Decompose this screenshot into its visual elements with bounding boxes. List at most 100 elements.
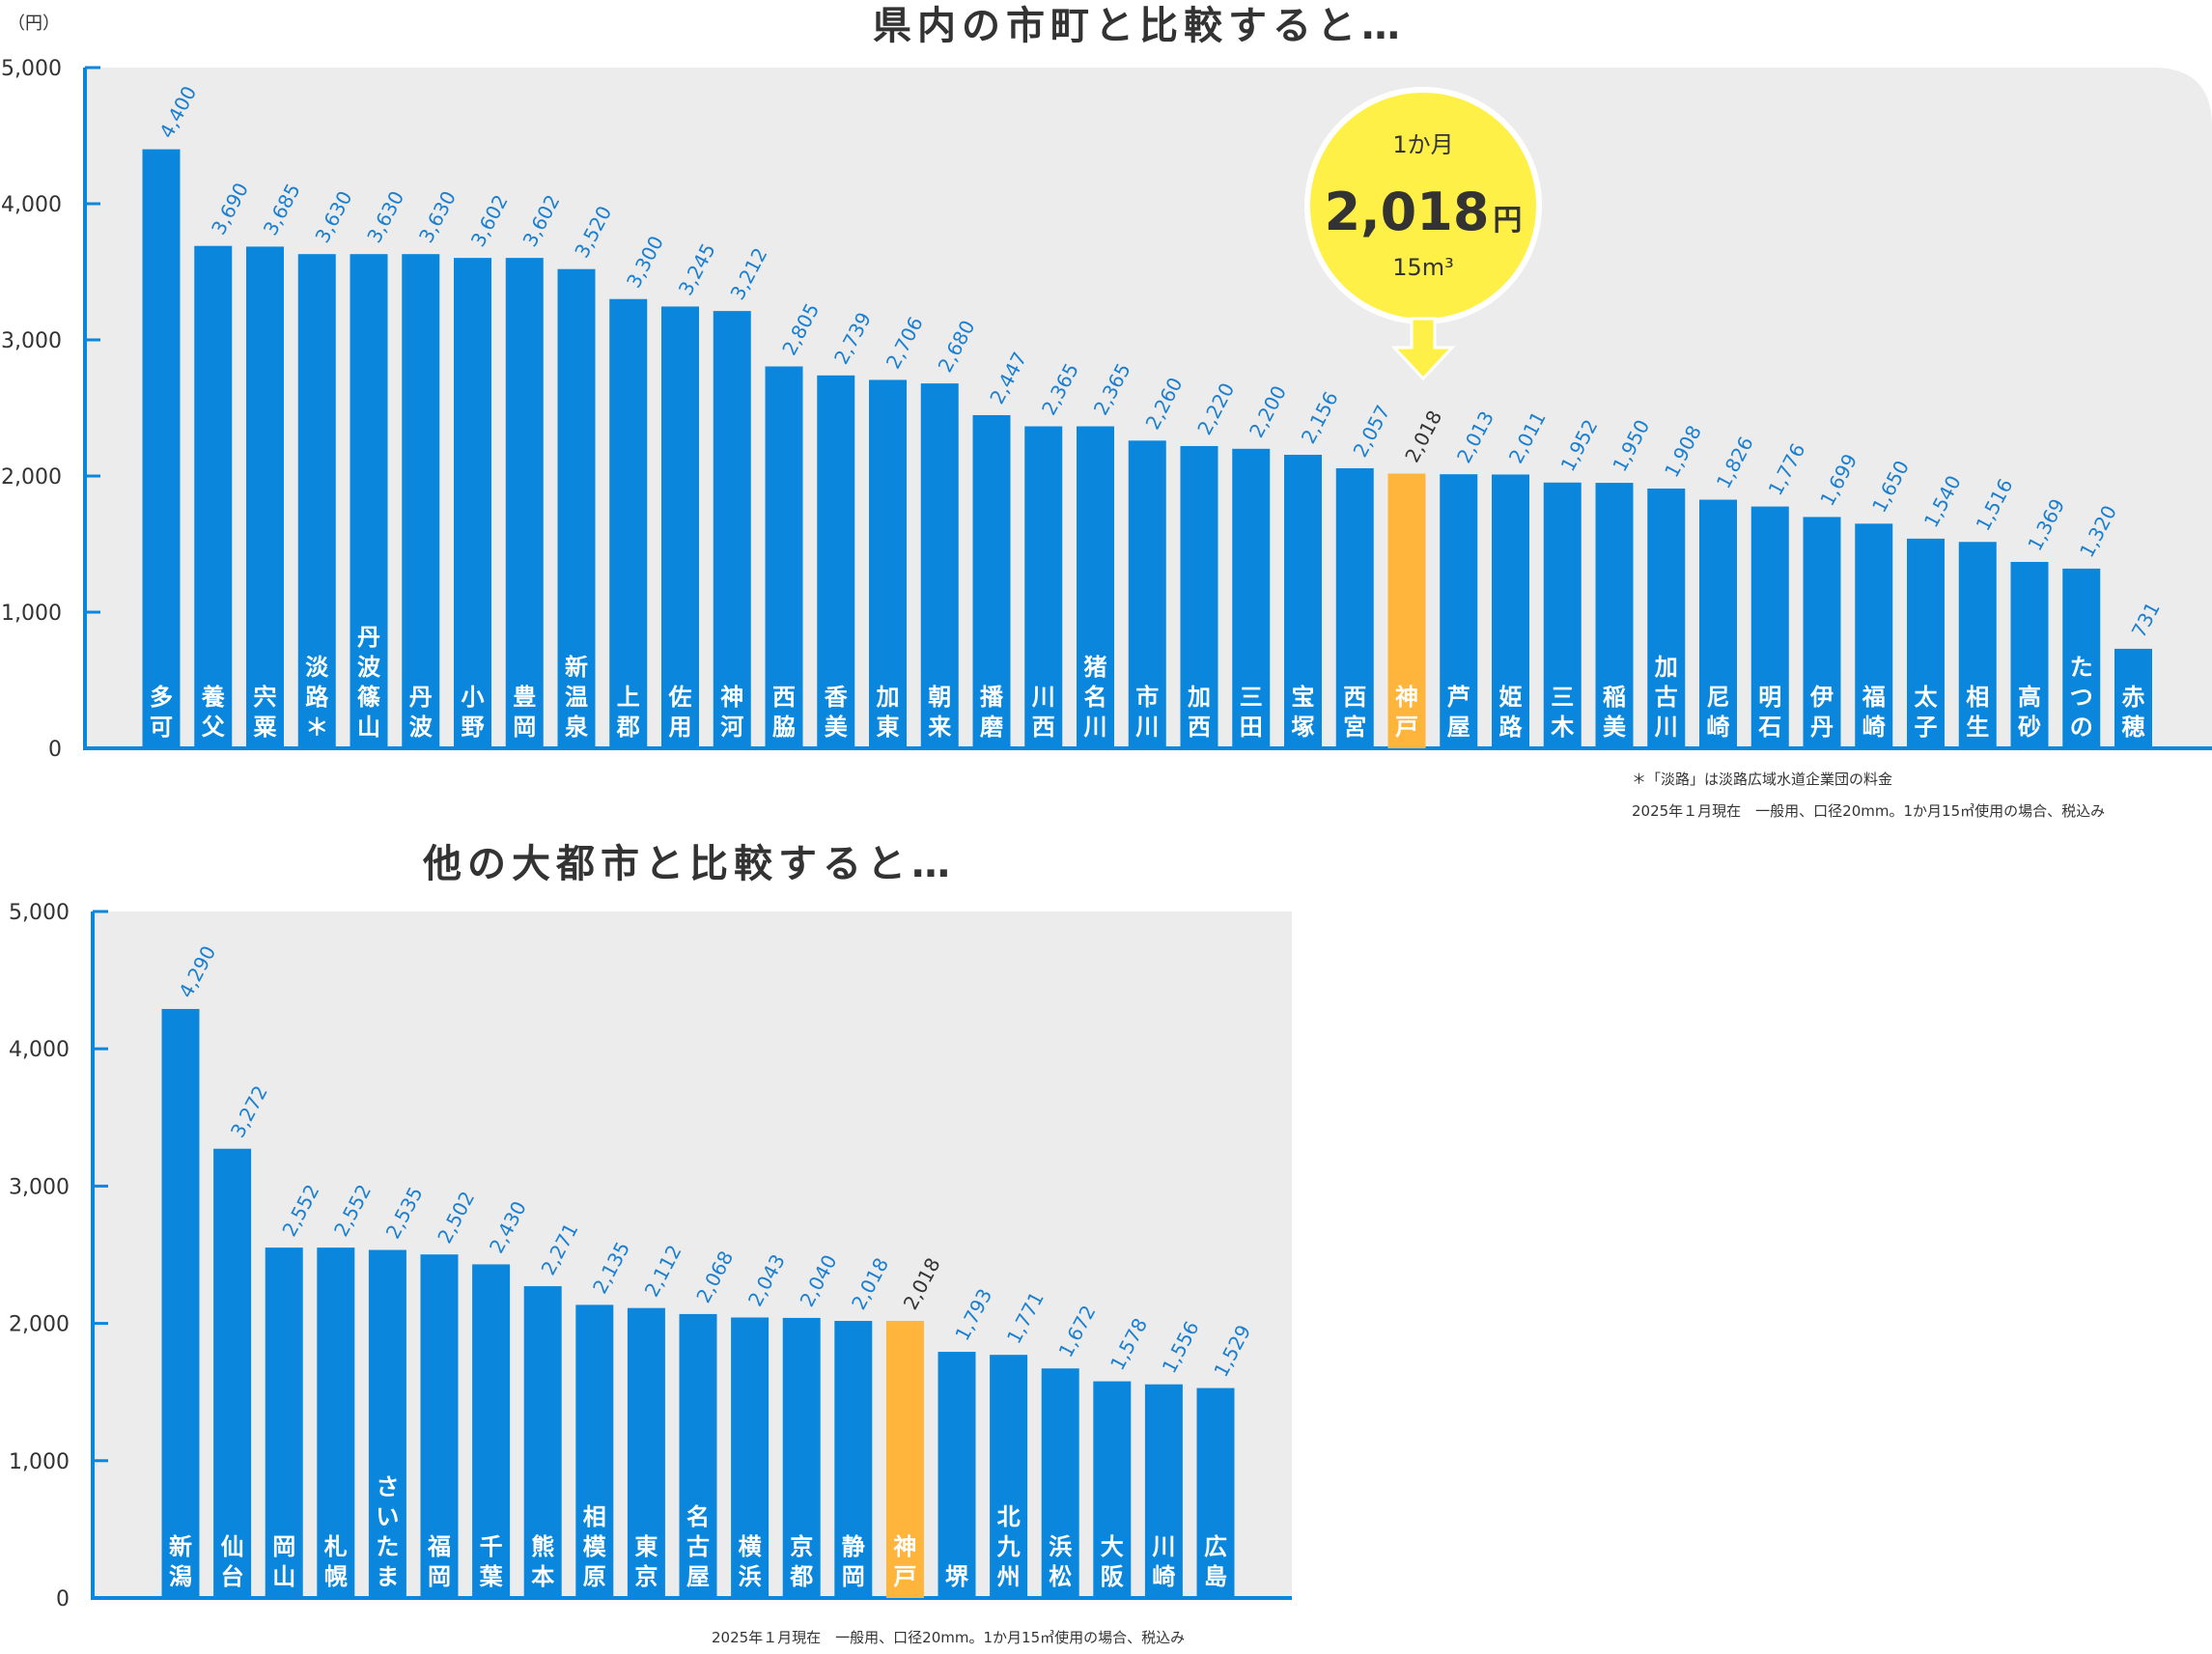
callout-period: 1か月: [1392, 131, 1453, 158]
chart1-category-label: 宍粟: [254, 684, 277, 741]
chart1-y-tick-label: 5,000: [1, 57, 62, 81]
chart1-note-conditions: 2025年１月現在 一般用、口径20mm。1か月15㎥使用の場合、税込み: [1632, 802, 2105, 820]
chart2-category-label: 福岡: [427, 1533, 451, 1590]
chart2-y-tick-label: 0: [56, 1587, 70, 1612]
chart1-category-label: 稲美: [1603, 684, 1626, 741]
chart1-category-label: たつの: [2070, 654, 2093, 741]
chart1-bar: [1492, 474, 1529, 748]
chart2-bar: [523, 1286, 562, 1598]
chart2-bar: [834, 1321, 873, 1598]
chart1-bar: [246, 246, 284, 749]
chart1-y-tick-label: 1,000: [1, 602, 62, 626]
chart1-bar: [142, 149, 181, 749]
chart1-bar: [869, 379, 907, 748]
chart1-y-tick-label: 0: [48, 738, 62, 762]
chart2-y-tick-label: 2,000: [9, 1313, 70, 1337]
callout-amount-line: 2,018 円: [1325, 182, 1523, 242]
chart2-y-tick-label: 5,000: [9, 901, 70, 925]
chart2-bar: [1041, 1368, 1079, 1598]
chart1-category-label: 姫路: [1499, 684, 1524, 741]
chart1-bar: [402, 254, 440, 748]
chart2-category-label: 神戸: [893, 1533, 916, 1590]
chart2-bar: [472, 1264, 511, 1598]
chart2-category-label: 相模原: [583, 1503, 607, 1590]
chart1-bar: [1024, 426, 1063, 748]
chart1-category-label: 太子: [1915, 684, 1939, 741]
chart2-category-label: 大阪: [1101, 1533, 1124, 1590]
chart1-y-tick-label: 4,000: [1, 193, 62, 217]
chart2-category-label: 岡山: [272, 1533, 295, 1590]
chart2-bar: [161, 1008, 200, 1598]
chart2-category-label: さいたま: [376, 1473, 399, 1590]
chart2-category-label: 横浜: [739, 1533, 763, 1590]
chart2-bar: [885, 1321, 924, 1598]
chart2-category-label: 千葉: [479, 1533, 504, 1590]
chart1-bar: [1699, 499, 1737, 748]
chart2-bar: [265, 1248, 303, 1598]
chart2-category-label: 堺: [945, 1563, 969, 1590]
chart1-bar: [817, 375, 855, 748]
chart1-bar: [557, 268, 596, 748]
callout-arrow-icon: [1390, 317, 1456, 381]
chart2-category-label: 新潟: [169, 1533, 192, 1590]
chart2-note-conditions: 2025年１月現在 一般用、口径20mm。1か月15㎥使用の場合、税込み: [712, 1629, 1185, 1646]
chart1-bar: [2010, 561, 2049, 748]
chart2-bar: [317, 1248, 355, 1598]
chart2-bar: [213, 1148, 252, 1598]
chart1-category-label: 豊岡: [513, 684, 536, 741]
chart1-bar: [350, 254, 388, 748]
chart2-title: 他の大都市と比較すると…: [422, 842, 956, 886]
chart2-category-label: 名古屋: [686, 1503, 710, 1590]
chart2-bar: [368, 1249, 406, 1598]
chart1-bar: [713, 311, 751, 748]
chart2-bar: [1196, 1388, 1235, 1598]
chart1-bar: [1750, 506, 1789, 748]
chart2-y-tick-label: 1,000: [9, 1450, 70, 1474]
chart1-bar: [194, 245, 233, 748]
chart1-bar: [1077, 426, 1114, 748]
chart2-bar: [782, 1317, 821, 1598]
chart1-category-label: 新温泉: [565, 654, 589, 741]
chart1-bar: [1855, 523, 1893, 748]
chart1-y-tick-label: 3,000: [1, 329, 62, 353]
y-axis-unit: （円）: [8, 14, 60, 34]
chart1-category-label: 尼崎: [1707, 684, 1730, 741]
chart2-category-label: 静岡: [842, 1533, 865, 1590]
chart1-bar: [1958, 542, 1997, 748]
chart1-bar: [1387, 473, 1426, 748]
chart1-y-tick-label: 2,000: [1, 465, 62, 490]
chart1-category-label: 市川: [1135, 684, 1159, 741]
chart2-bar: [990, 1355, 1028, 1598]
chart1-title: 県内の市町と比較すると…: [873, 4, 1406, 48]
chart1-bar: [1284, 455, 1322, 748]
chart2-category-label: 札幌: [323, 1533, 348, 1590]
chart1-bar: [1440, 474, 1478, 748]
chart1-category-label: 宝塚: [1292, 684, 1315, 741]
chart1-bar: [661, 306, 699, 748]
chart1-bar: [609, 298, 648, 748]
chart1-category-label: 小野: [462, 684, 485, 741]
chart1-bar: [1907, 538, 1945, 748]
chart2-bar: [627, 1307, 665, 1598]
chart1-category-label: 三田: [1240, 684, 1263, 741]
chart1-category-label: 猪名川: [1084, 654, 1107, 741]
chart2-category-label: 北九州: [996, 1503, 1021, 1590]
chart1-category-label: 加西: [1188, 684, 1211, 741]
chart1-bar: [505, 258, 544, 748]
callout-amount: 2,018: [1325, 182, 1490, 242]
chart1-bar: [1803, 517, 1841, 748]
chart1-category-label: 加東: [877, 684, 900, 741]
chart2-bar: [420, 1254, 459, 1598]
chart2-category-label: 東京: [634, 1533, 658, 1590]
chart1-category-label: 高砂: [2018, 684, 2041, 741]
chart1-category-label: 明石: [1757, 684, 1781, 741]
chart1-category-label: 上郡: [616, 684, 640, 741]
chart1-bar: [1543, 482, 1582, 748]
chart2-bar: [679, 1313, 717, 1598]
chart1-bar: [2114, 648, 2152, 748]
chart2-category-label: 浜松: [1049, 1533, 1072, 1590]
chart1-bar: [1180, 445, 1218, 748]
chart1-bar: [920, 383, 959, 748]
chart1-category-label: 西宮: [1343, 684, 1366, 741]
chart1-category-label: 伊丹: [1809, 684, 1834, 741]
